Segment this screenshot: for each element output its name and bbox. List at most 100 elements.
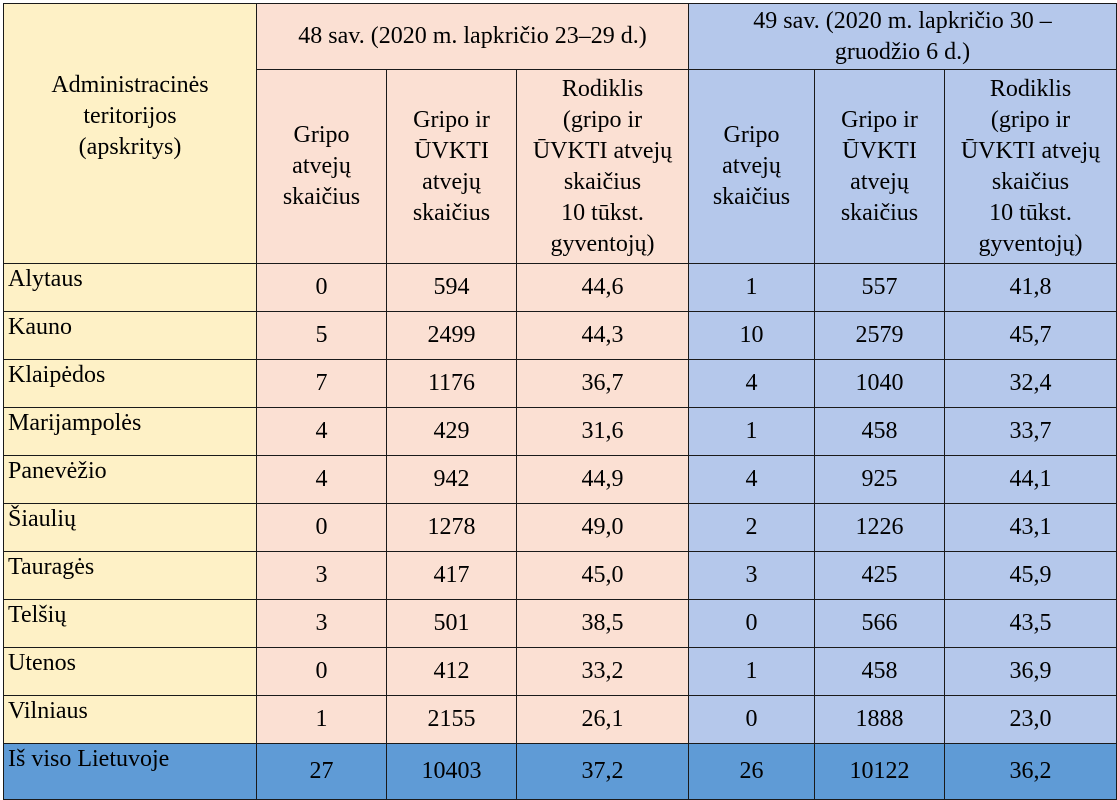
w49-ili-cell: 2579 (814, 311, 945, 360)
w49-ili-cell: 557 (814, 263, 945, 312)
influenza-table: Administracinės teritorijos (apskritys) … (3, 3, 1117, 800)
header-line: teritorijos (83, 103, 177, 129)
table-row: Tauragės 3 417 45,0 3 425 45,9 (3, 551, 1117, 600)
total-label: Iš viso Lietuvoje (3, 743, 257, 800)
header-line: skaičius (840, 199, 919, 226)
w48-cases-cell: 5 (256, 311, 387, 360)
w49-cases-cell: 4 (688, 455, 815, 504)
w48-cases-cell: 0 (256, 503, 387, 552)
table-row: Vilniaus 1 2155 26,1 0 1888 23,0 (3, 695, 1117, 744)
w48-cases-cell: 1 (256, 695, 387, 744)
header-line: ŪVKTI (414, 137, 489, 164)
w49-ili-cell: 458 (814, 407, 945, 456)
w48-cases-cell: 3 (256, 599, 387, 648)
header-line: skaičius (282, 184, 361, 210)
total-row: Iš viso Lietuvoje 27 10403 37,2 26 10122… (3, 743, 1117, 800)
w49-rate-cell: 41,8 (944, 263, 1117, 312)
w49-cases-cell: 10 (688, 311, 815, 360)
w48-ili-cell: 1176 (386, 359, 517, 408)
w48-cases-cell: 3 (256, 551, 387, 600)
table-row: Utenos 0 412 33,2 1 458 36,9 (3, 647, 1117, 696)
week49-header: 49 sav. (2020 m. lapkričio 30 – gruodžio… (688, 3, 1117, 70)
header-line: Gripo (723, 122, 780, 148)
header-line: atvejų (722, 153, 781, 179)
region-column-header: Administracinės teritorijos (apskritys) (3, 3, 257, 264)
w49-rate-header: Rodiklis (gripo ir ŪVKTI atvejų skaičius… (944, 69, 1117, 264)
w49-ili-cell: 1888 (814, 695, 945, 744)
w49-cases-header: Gripo atvejų skaičius (688, 69, 815, 264)
table-row: Šiaulių 0 1278 49,0 2 1226 43,1 (3, 503, 1117, 552)
table-row: Marijampolės 4 429 31,6 1 458 33,7 (3, 407, 1117, 456)
w48-rate-cell: 44,9 (516, 455, 689, 504)
w49-rate-cell: 45,9 (944, 551, 1117, 600)
w49-rate-cell: 36,9 (944, 647, 1117, 696)
region-name: Vilniaus (3, 695, 257, 744)
total-w48-ili: 10403 (386, 743, 517, 800)
w49-ili-cell: 458 (814, 647, 945, 696)
header-line: Gripo ir (413, 106, 490, 133)
week48-header: 48 sav. (2020 m. lapkričio 23–29 d.) (256, 3, 689, 70)
w48-rate-cell: 49,0 (516, 503, 689, 552)
header-line: ŪVKTI atvejų (532, 137, 673, 164)
header-row-periods: Administracinės teritorijos (apskritys) … (3, 3, 1117, 264)
total-w49-cases: 26 (688, 743, 815, 800)
w48-ili-cell: 1278 (386, 503, 517, 552)
region-name: Kauno (3, 311, 257, 360)
header-line: Rodiklis (561, 75, 644, 102)
table-body: Alytaus 0 594 44,6 1 557 41,8 Kauno 5 2499 44,3 10 2… (3, 263, 1117, 744)
header-line: (apskritys) (78, 134, 182, 160)
w48-cases-cell: 4 (256, 455, 387, 504)
w48-ili-cell: 2155 (386, 695, 517, 744)
w48-ili-cell: 2499 (386, 311, 517, 360)
header-line: ŪVKTI (842, 137, 917, 164)
w48-ili-cell: 942 (386, 455, 517, 504)
w48-rate-cell: 44,6 (516, 263, 689, 312)
w48-ili-cell: 501 (386, 599, 517, 648)
w49-cases-cell: 0 (688, 695, 815, 744)
w48-cases-cell: 0 (256, 263, 387, 312)
header-line: (gripo ir (990, 106, 1071, 133)
w48-rate-cell: 38,5 (516, 599, 689, 648)
table-row: Kauno 5 2499 44,3 10 2579 45,7 (3, 311, 1117, 360)
region-name: Klaipėdos (3, 359, 257, 408)
header-line: gyventojų) (550, 230, 655, 257)
w48-rate-cell: 44,3 (516, 311, 689, 360)
header-line: (gripo ir (562, 106, 643, 133)
w49-rate-cell: 32,4 (944, 359, 1117, 408)
header-line: atvejų (850, 168, 909, 195)
w49-cases-cell: 1 (688, 407, 815, 456)
w48-cases-cell: 0 (256, 647, 387, 696)
w48-cases-header: Gripo atvejų skaičius (256, 69, 387, 264)
header-line: skaičius (991, 168, 1070, 195)
header-line: skaičius (563, 168, 642, 195)
w48-ili-cell: 594 (386, 263, 517, 312)
header-line: skaičius (712, 184, 791, 210)
w48-rate-cell: 36,7 (516, 359, 689, 408)
w49-rate-cell: 23,0 (944, 695, 1117, 744)
w49-cases-cell: 4 (688, 359, 815, 408)
w48-ili-header: Gripo ir ŪVKTI atvejų skaičius (386, 69, 517, 264)
total-w49-rate: 36,2 (944, 743, 1117, 800)
w49-rate-cell: 43,5 (944, 599, 1117, 648)
w49-rate-cell: 45,7 (944, 311, 1117, 360)
w49-rate-cell: 33,7 (944, 407, 1117, 456)
total-w49-ili: 10122 (814, 743, 945, 800)
w48-cases-cell: 7 (256, 359, 387, 408)
w49-ili-cell: 925 (814, 455, 945, 504)
w49-cases-cell: 3 (688, 551, 815, 600)
w49-cases-cell: 2 (688, 503, 815, 552)
w49-ili-header: Gripo ir ŪVKTI atvejų skaičius (814, 69, 945, 264)
w49-rate-cell: 43,1 (944, 503, 1117, 552)
w49-rate-cell: 44,1 (944, 455, 1117, 504)
w48-rate-cell: 31,6 (516, 407, 689, 456)
header-line: Administracinės (51, 72, 209, 98)
region-name: Alytaus (3, 263, 257, 312)
w49-ili-cell: 425 (814, 551, 945, 600)
header-line: ŪVKTI atvejų (960, 137, 1101, 164)
table-row: Telšių 3 501 38,5 0 566 43,5 (3, 599, 1117, 648)
region-name: Marijampolės (3, 407, 257, 456)
w48-rate-cell: 45,0 (516, 551, 689, 600)
header-line: Gripo ir (841, 106, 918, 133)
w48-ili-cell: 412 (386, 647, 517, 696)
region-name: Tauragės (3, 551, 257, 600)
